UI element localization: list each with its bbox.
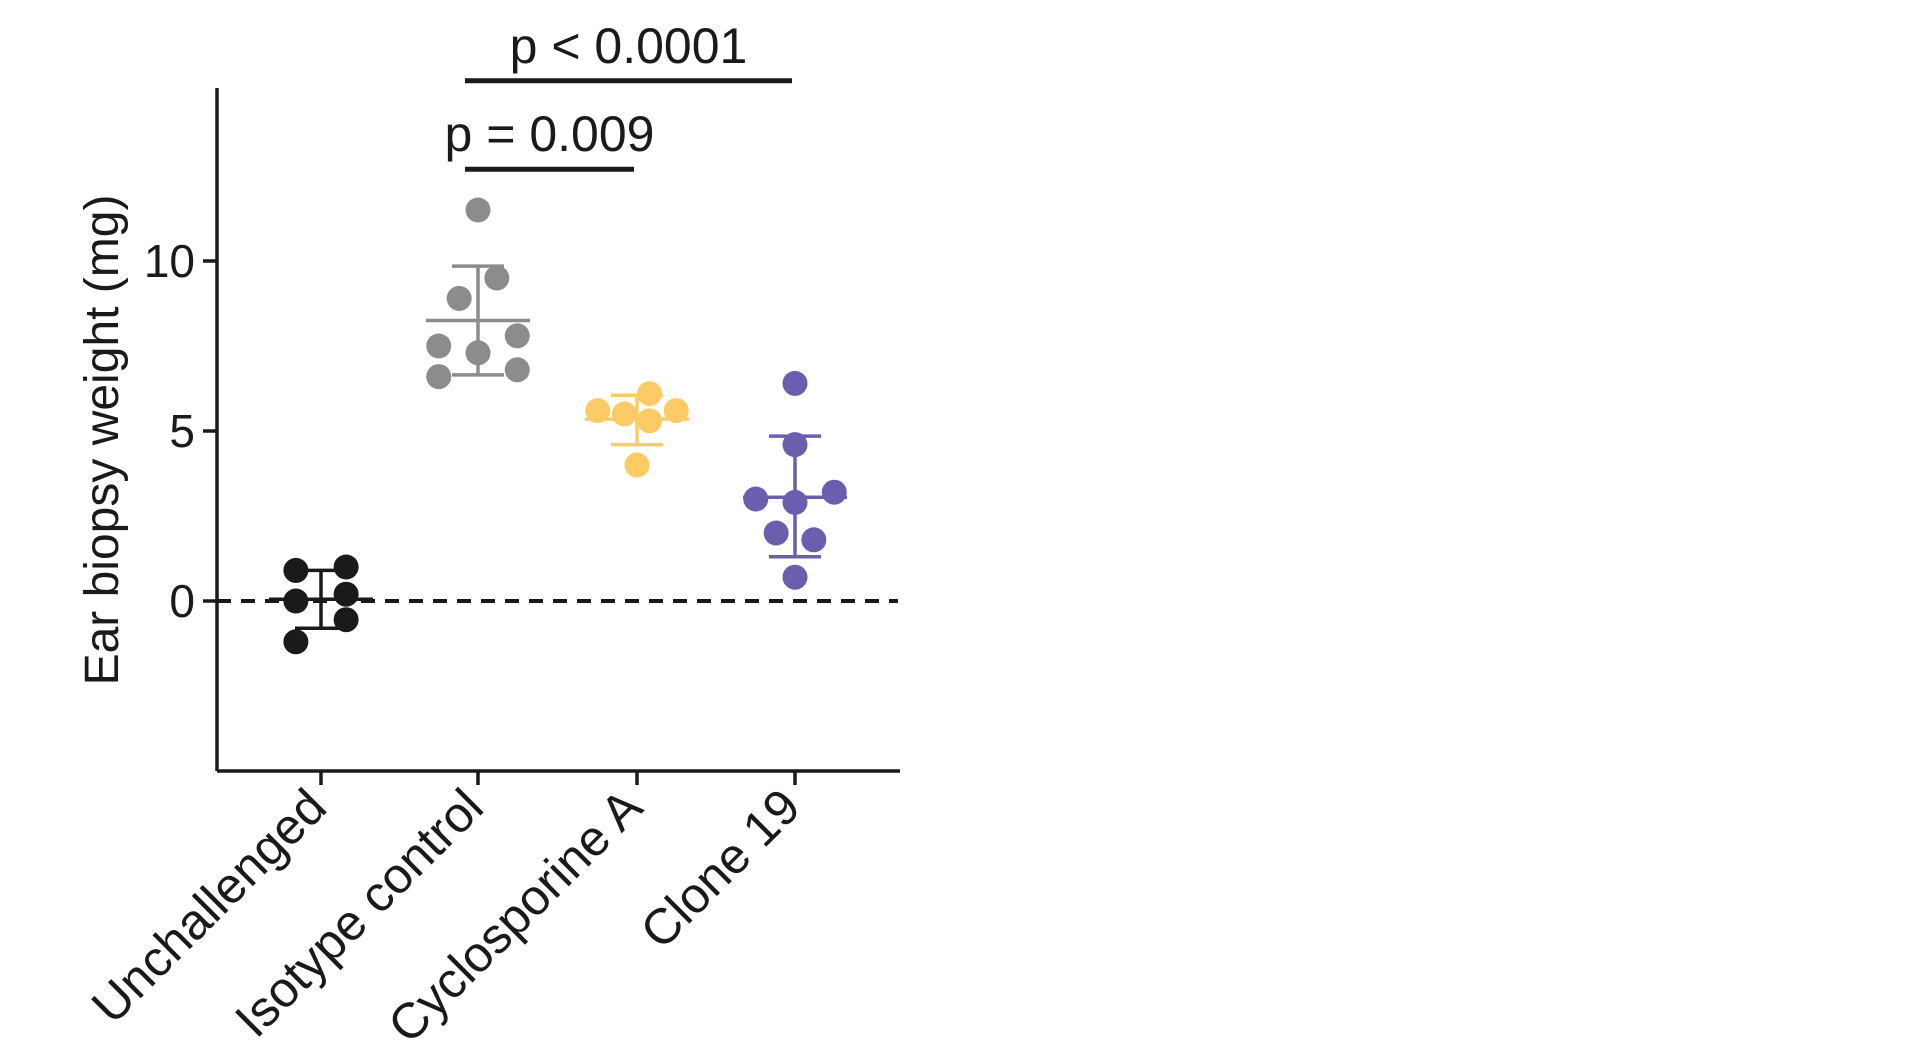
data-point bbox=[585, 398, 611, 424]
data-point bbox=[782, 564, 808, 590]
y-tick-label: 0 bbox=[169, 575, 195, 627]
data-point bbox=[333, 581, 359, 607]
group-clone-19 bbox=[743, 370, 847, 590]
group-unchallenged bbox=[269, 554, 373, 655]
data-point bbox=[611, 401, 637, 427]
y-axis-title: Ear biopsy weight (mg) bbox=[76, 195, 129, 686]
y-tick-label: 5 bbox=[169, 405, 195, 457]
data-point bbox=[782, 370, 808, 396]
y-ticks: 0 5 10 bbox=[144, 235, 217, 627]
data-point bbox=[426, 364, 452, 390]
data-point bbox=[283, 629, 309, 655]
x-tick-label: Clone 19 bbox=[630, 778, 811, 959]
data-point bbox=[333, 554, 359, 580]
data-point bbox=[763, 520, 789, 546]
group-cyclosporine-a bbox=[585, 381, 689, 478]
group-isotype-control bbox=[426, 197, 530, 390]
data-point bbox=[821, 479, 847, 505]
p-value-label: p < 0.0001 bbox=[510, 18, 748, 74]
data-point bbox=[504, 357, 530, 383]
p-value-label: p = 0.009 bbox=[445, 106, 655, 162]
data-point bbox=[426, 333, 452, 359]
data-point bbox=[333, 607, 359, 633]
data-point bbox=[465, 197, 491, 223]
y-tick-label: 10 bbox=[144, 235, 195, 287]
data-point bbox=[446, 285, 472, 311]
y-axis: 0 5 10 Ear biopsy weight (mg) bbox=[76, 88, 219, 771]
data-point bbox=[624, 452, 650, 478]
data-point bbox=[504, 323, 530, 349]
data-point bbox=[801, 527, 827, 553]
data-groups bbox=[269, 197, 847, 655]
data-point bbox=[663, 398, 689, 424]
significance-annotations: p < 0.0001 p = 0.009 bbox=[445, 18, 792, 172]
data-point bbox=[484, 265, 510, 291]
